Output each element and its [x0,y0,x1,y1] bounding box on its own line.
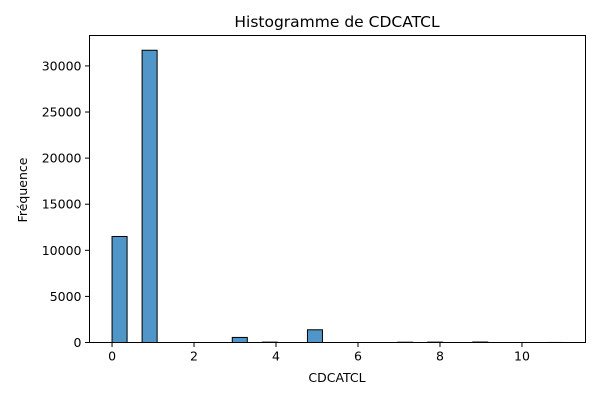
x-tick-label: 10 [514,349,530,364]
x-tick-label: 8 [436,349,444,364]
y-tick-label: 25000 [42,105,82,120]
x-tick-label: 6 [354,349,362,364]
y-tick-label: 5000 [50,289,82,304]
chart-title: Histogramme de CDCATCL [234,13,440,31]
histogram-bar-2 [231,336,248,343]
x-tick-label: 4 [272,349,280,364]
x-axis-ticks: 0 2 4 6 8 10 [108,342,530,364]
y-axis-ticks: 0 5000 10000 15000 20000 25000 30000 [42,58,90,350]
plot-frame [89,35,586,343]
y-tick-label: 15000 [42,197,82,212]
histogram-bar-0 [111,235,128,343]
histogram-bar-4 [306,329,323,343]
x-tick-label: 2 [190,349,198,364]
x-axis-label: CDCATCL [308,370,365,385]
histogram-bar-1 [141,49,158,343]
y-tick-label: 20000 [42,151,82,166]
bars-layer [111,49,564,344]
x-tick-label: 0 [108,349,116,364]
y-tick-label: 30000 [42,58,82,73]
y-axis-label: Fréquence [15,157,30,222]
y-tick-label: 10000 [42,243,82,258]
y-tick-label: 0 [74,335,82,350]
